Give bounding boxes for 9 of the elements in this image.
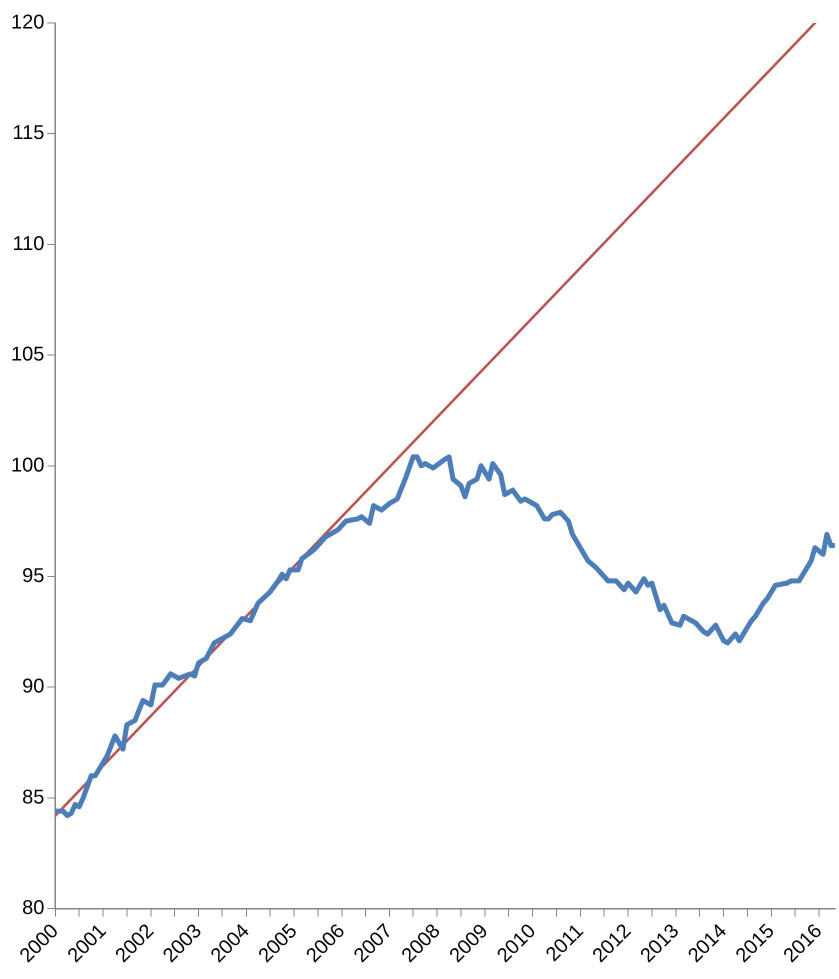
- y-tick-label: 115: [12, 122, 44, 144]
- y-tick-label: 90: [22, 676, 44, 698]
- y-tick-label: 110: [12, 232, 44, 255]
- y-tick-label: 100: [10, 454, 44, 476]
- y-tick-label: 80: [22, 897, 44, 920]
- y-tick-label: 105: [10, 344, 44, 366]
- y-tick-label: 95: [22, 564, 44, 587]
- y-tick-label: 85: [22, 786, 44, 808]
- y-tick-label: 120: [10, 12, 44, 34]
